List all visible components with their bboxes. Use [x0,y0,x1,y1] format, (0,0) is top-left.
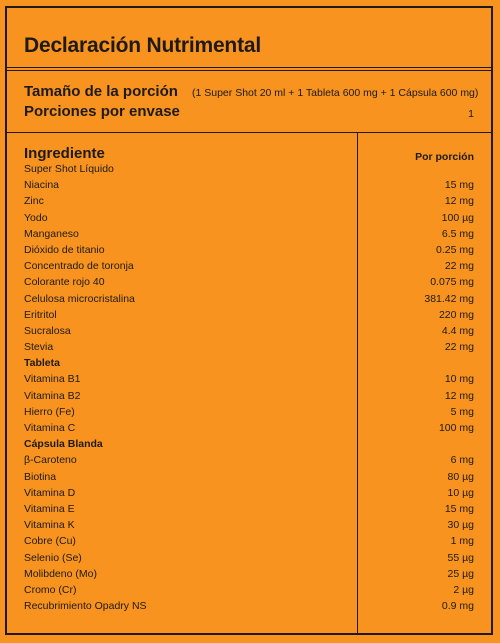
table-row: Recubrimiento Opadry NS 0.9 mg [7,598,491,614]
table-row: Colorante rojo 40 0.075 mg [7,274,491,290]
serving-size-detail: (1 Super Shot 20 ml + 1 Tableta 600 mg +… [192,87,479,99]
table-row: Selenio (Se) 55 µg [7,550,491,566]
ingredient-amount: 10 µg [447,486,475,499]
table-row: Vitamina K 30 µg [7,517,491,533]
table-row: Concentrado de toronja 22 mg [7,258,491,274]
ingredient-amount: 30 µg [447,519,475,532]
divider-top-double [7,70,491,71]
ingredient-amount: 100 µg [441,211,474,224]
ingredient-amount: 2 µg [453,583,474,596]
ingredient-name: Vitamina B1 [24,373,81,386]
ingredient-name: Hierro (Fe) [24,405,75,418]
section-name: Tableta [24,357,60,370]
ingredient-name: Vitamina E [24,502,75,515]
table-row: Vitamina C 100 mg [7,420,491,436]
nutrition-facts-panel: Declaración Nutrimental Tamaño de la por… [5,6,493,635]
section-header-row: Cápsula Blanda [7,436,491,452]
ingredient-amount: 80 µg [447,470,475,483]
ingredient-amount: 55 µg [447,551,475,564]
ingredient-amount: 0.25 mg [436,243,474,256]
ingredient-amount: 22 mg [444,341,474,354]
table-row: Sucralosa 4.4 mg [7,323,491,339]
table-row: Vitamina B1 10 mg [7,371,491,387]
table-row: Cobre (Cu) 1 mg [7,533,491,549]
ingredient-name: Recubrimiento Opadry NS [24,600,147,613]
ingredient-name: Vitamina C [24,422,76,434]
ingredient-amount: 15 mg [444,179,474,192]
ingredient-amount: 12 mg [444,195,474,208]
ingredient-name: Vitamina B2 [24,389,81,402]
ingredient-name: β-Caroteno [24,454,77,467]
table-row: Cromo (Cr) 2 µg [7,582,491,598]
divider-top [7,67,491,68]
ingredient-list: Super Shot Líquido Niacina 15 mg Zinc 12 mg Y… [7,161,491,614]
ingredient-name: Cromo (Cr) [24,583,77,596]
table-row: Zinc 12 mg [7,193,491,209]
ingredient-name: Niacina [24,179,60,192]
ingredient-amount: 4.4 mg [441,324,474,337]
section-header-row: Tableta [7,355,491,371]
ingredient-amount: 1 mg [450,535,474,548]
ingredient-name: Eritritol [24,308,57,321]
table-row: Manganeso 6.5 mg [7,226,491,242]
ingredient-name: Celulosa microcristalina [24,292,135,305]
table-row: Molibdeno (Mo) 25 µg [7,566,491,582]
section-name: Cápsula Blanda [24,438,103,451]
ingredient-amount: 0.9 mg [441,600,474,613]
ingredient-amount: 15 mg [444,502,474,515]
ingredient-name: Vitamina K [24,519,75,532]
ingredient-name: Concentrado de toronja [24,260,134,273]
table-row: Vitamina D 10 µg [7,485,491,501]
ingredient-name: Zinc [24,195,44,208]
ingredient-name: Biotina [24,470,57,483]
table-row: Dióxido de titanio 0.25 mg [7,242,491,258]
ingredient-amount: 0.075 mg [430,276,474,289]
table-row: Celulosa microcristalina 381.42 mg [7,291,491,307]
table-row: Biotina 80 µg [7,469,491,485]
ingredient-amount: 5 mg [450,405,474,418]
ingredient-name: Selenio (Se) [24,551,82,564]
ingredient-amount: 220 mg [438,308,474,321]
column-divider [357,132,358,633]
table-row: Niacina 15 mg [7,177,491,193]
ingredient-amount: 10 mg [444,373,474,386]
ingredient-name: Colorante rojo 40 [24,276,105,289]
table-row: β-Caroteno 6 mg [7,452,491,468]
portions-label: Porciones por envase [24,103,180,120]
ingredient-name: Yodo [24,211,48,224]
table-row: Yodo 100 µg [7,210,491,226]
ingredient-name: Sucralosa [24,324,71,337]
ingredient-amount: 25 µg [447,567,475,580]
ingredient-name: Vitamina D [24,486,76,499]
ingredient-name: Dióxido de titanio [24,243,105,256]
amount-column-header: Por porción [415,151,474,163]
ingredient-name: Super Shot Líquido [24,163,114,175]
ingredient-column-header: Ingrediente [24,145,105,162]
table-row: Vitamina E 15 mg [7,501,491,517]
table-row: Hierro (Fe) 5 mg [7,404,491,420]
ingredient-amount: 381.42 mg [424,292,474,305]
ingredient-amount: 22 mg [444,260,474,273]
ingredient-amount: 12 mg [444,389,474,402]
ingredient-amount: 6.5 mg [441,227,474,240]
serving-size-label: Tamaño de la porción [24,83,178,100]
ingredient-name: Stevia [24,341,54,354]
portions-value: 1 [468,108,474,120]
ingredient-amount: 6 mg [450,454,474,467]
ingredient-amount: 100 mg [438,422,474,434]
panel-title: Declaración Nutrimental [24,34,261,57]
divider-table [7,132,491,133]
table-row: Eritritol 220 mg [7,307,491,323]
ingredient-name: Manganeso [24,227,79,240]
table-row: Super Shot Líquido [7,161,491,177]
table-row: Stevia 22 mg [7,339,491,355]
table-row: Vitamina B2 12 mg [7,388,491,404]
ingredient-name: Cobre (Cu) [24,535,76,548]
ingredient-name: Molibdeno (Mo) [24,567,97,580]
